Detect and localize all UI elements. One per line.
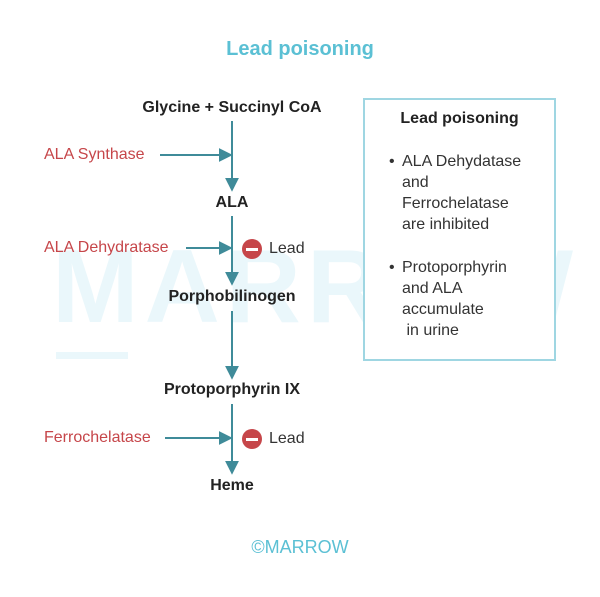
diagram-title: Lead poisoning: [226, 38, 374, 60]
inhibition-icon: [242, 239, 262, 259]
bullet-text: ALA Dehydatase and Ferrochelatase are in…: [402, 153, 522, 233]
node-ala: ALA: [215, 194, 249, 211]
watermark-underline: [56, 352, 128, 359]
enzyme-ala-dehydratase: ALA Dehydratase: [44, 239, 169, 256]
lead-inhibition-ferrochelatase: Lead: [242, 429, 305, 449]
enzyme-ala-synthase: ALA Synthase: [44, 146, 145, 163]
node-heme: Heme: [210, 477, 254, 494]
node-glycine-succinyl-coa: Glycine + Succinyl CoA: [142, 99, 322, 116]
bullet-text: Protoporphyrin and ALA accumulate in uri…: [402, 259, 507, 339]
lead-label: Lead: [269, 430, 305, 447]
info-box: Lead poisoning • ALA Dehydatase and Ferr…: [363, 98, 556, 361]
node-porphobilinogen: Porphobilinogen: [168, 288, 296, 305]
enzyme-ferrochelatase: Ferrochelatase: [44, 429, 151, 446]
info-box-title: Lead poisoning: [400, 110, 519, 127]
bullet-dot: •: [389, 153, 395, 170]
lead-inhibition-ala-dehydratase: Lead: [242, 239, 305, 259]
footer-logo: ©MARROW: [251, 537, 349, 557]
lead-label: Lead: [269, 240, 305, 257]
node-protoporphyrin-ix: Protoporphyrin IX: [164, 381, 300, 398]
bullet-dot: •: [389, 259, 395, 276]
inhibition-icon: [242, 429, 262, 449]
